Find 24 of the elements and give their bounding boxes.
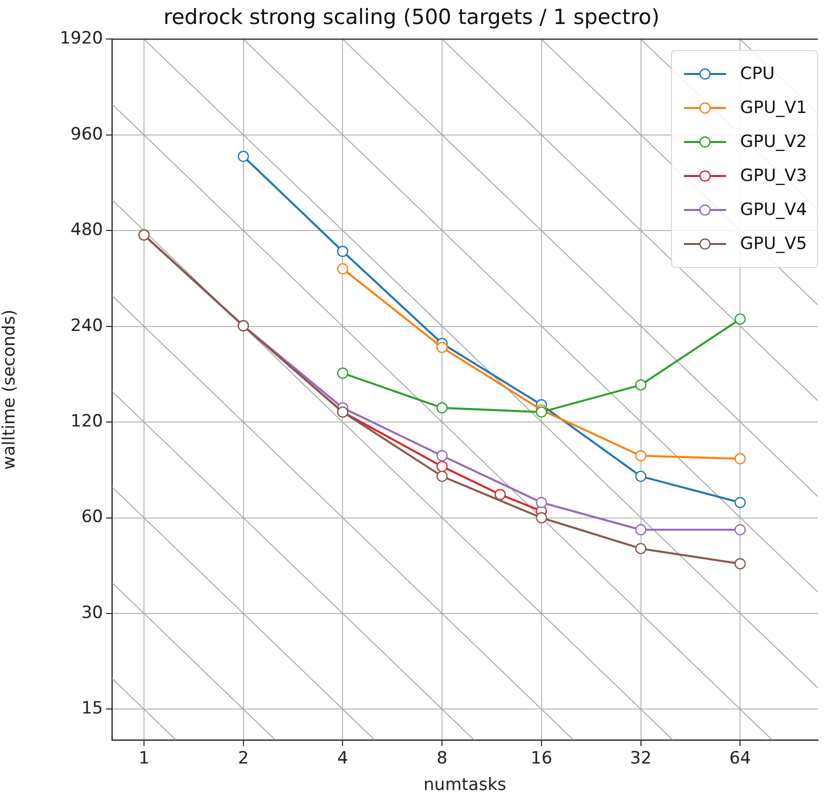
- x-tick-label: 1: [138, 748, 150, 769]
- y-axis-title: walltime (seconds): [0, 309, 20, 470]
- x-tick-label: 32: [630, 748, 652, 769]
- x-tick-label: 8: [436, 748, 448, 769]
- legend-label: GPU_V1: [740, 98, 807, 118]
- legend-label: GPU_V2: [740, 132, 807, 152]
- legend-label: GPU_V5: [740, 234, 807, 254]
- y-tick-label: 120: [70, 411, 103, 432]
- x-tick-label: 64: [729, 748, 751, 769]
- legend-label: GPU_V3: [740, 166, 807, 186]
- y-tick-label: 15: [81, 698, 103, 719]
- y-tick-label: 480: [70, 220, 103, 240]
- chart-title: redrock strong scaling (500 targets / 1 spectro): [163, 5, 660, 30]
- y-tick-label: 960: [70, 124, 103, 144]
- legend-label: GPU_V4: [740, 200, 807, 220]
- y-tick-label: 1920: [60, 28, 103, 49]
- x-tick-label: 4: [337, 748, 348, 769]
- x-tick-label: 16: [530, 748, 552, 769]
- y-tick-label: 240: [70, 316, 103, 336]
- y-tick-label: 60: [81, 507, 103, 528]
- x-axis-title: numtasks: [424, 775, 506, 796]
- y-tick-label: 30: [81, 602, 103, 623]
- x-tick-label: 2: [238, 748, 249, 769]
- legend-label: CPU: [740, 64, 775, 84]
